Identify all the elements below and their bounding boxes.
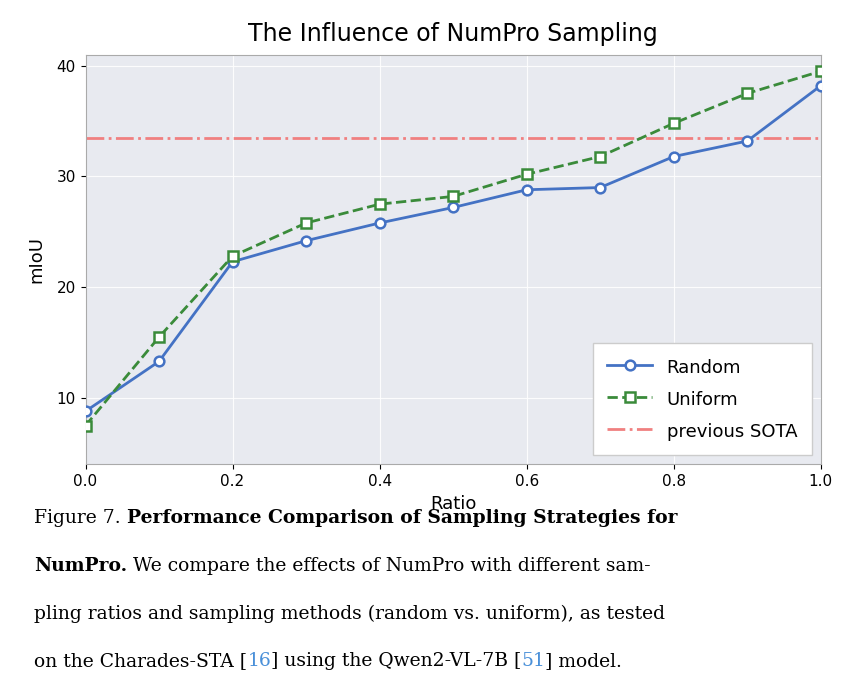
Text: We compare the effects of NumPro with different sam-: We compare the effects of NumPro with di… [127, 557, 651, 574]
Random [154, 357, 164, 365]
X-axis label: Ratio: Ratio [430, 494, 476, 513]
Uniform [154, 333, 164, 342]
Random [595, 184, 605, 192]
Random [742, 137, 752, 145]
Text: Figure 7.: Figure 7. [34, 509, 127, 527]
Uniform [80, 421, 91, 430]
Line: Random: Random [80, 81, 826, 416]
Uniform [669, 120, 679, 128]
Title: The Influence of NumPro Sampling: The Influence of NumPro Sampling [248, 22, 658, 46]
Uniform [448, 193, 458, 201]
Random [301, 236, 311, 245]
Text: NumPro.: NumPro. [34, 557, 127, 574]
Uniform [595, 152, 605, 161]
Text: ] using the Qwen2-VL-7B [: ] using the Qwen2-VL-7B [ [271, 652, 522, 670]
Uniform [522, 170, 532, 178]
Text: on the Charades-STA [: on the Charades-STA [ [34, 652, 247, 670]
Text: ] model.: ] model. [545, 652, 622, 670]
Uniform [742, 89, 752, 98]
Uniform [227, 252, 238, 260]
Uniform [374, 200, 385, 208]
Random [374, 219, 385, 227]
Legend: Random, Uniform, previous SOTA: Random, Uniform, previous SOTA [593, 343, 811, 456]
Uniform [816, 67, 826, 75]
Random [669, 152, 679, 161]
Random [816, 81, 826, 89]
Text: 16: 16 [247, 652, 271, 670]
Uniform [301, 219, 311, 227]
Y-axis label: mIoU: mIoU [27, 236, 45, 283]
Random [448, 204, 458, 212]
Text: pling ratios and sampling methods (random vs. uniform), as tested: pling ratios and sampling methods (rando… [34, 604, 665, 623]
Text: Performance Comparison of Sampling Strategies for: Performance Comparison of Sampling Strat… [127, 509, 677, 527]
Text: 51: 51 [522, 652, 545, 670]
Random [227, 257, 238, 266]
Random [80, 407, 91, 415]
Line: Uniform: Uniform [80, 66, 826, 430]
Random [522, 186, 532, 194]
